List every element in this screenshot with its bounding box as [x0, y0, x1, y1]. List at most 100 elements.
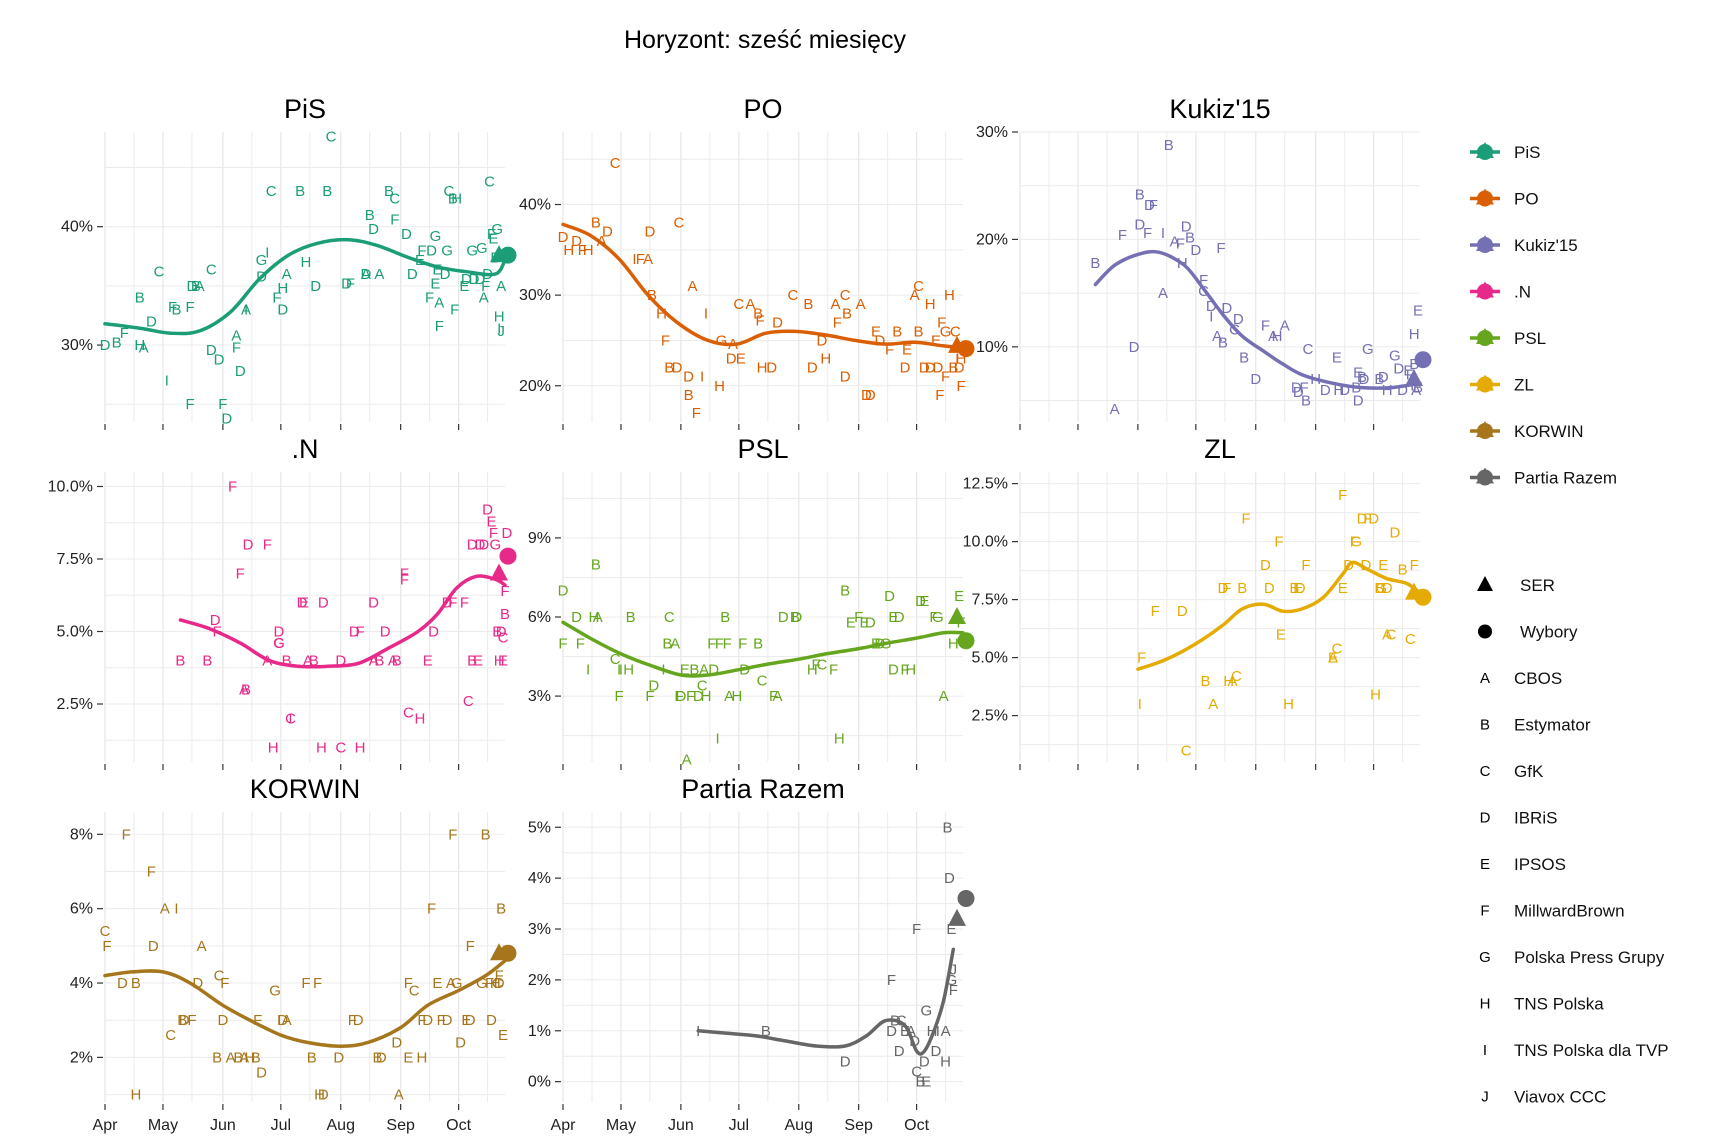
poll-point: G [466, 242, 478, 259]
x-tick-label: Aug [327, 1117, 355, 1134]
y-tick-label: 40% [61, 219, 93, 236]
poll-point: A [361, 266, 371, 283]
poll-point: F [723, 635, 732, 652]
poll-point: D [1357, 510, 1368, 527]
poll-point: B [1218, 335, 1228, 352]
legend-code: F [1480, 903, 1489, 920]
legend-party--n: .N [1470, 281, 1531, 302]
y-tick-label: 3% [528, 921, 551, 938]
poll-point: B [842, 305, 852, 322]
poll-point: G [946, 972, 958, 989]
poll-point: C [335, 740, 346, 757]
poll-point: F [885, 342, 894, 359]
panel-title: PO [743, 94, 782, 124]
poll-point: I [619, 662, 623, 679]
poll-point: D [148, 938, 159, 955]
poll-point: C [165, 1027, 176, 1044]
poll-point: H [714, 378, 725, 395]
poll-point: D [894, 609, 905, 626]
legend-marker-ser: SER [1477, 576, 1555, 595]
poll-point: B [720, 609, 730, 626]
poll-point: F [1176, 236, 1185, 253]
poll-point: B [626, 609, 636, 626]
y-tick-label: 6% [70, 901, 93, 918]
y-tick-label: 5.0% [972, 650, 1008, 667]
poll-point: A [1110, 401, 1120, 418]
poll-point: A [479, 290, 489, 307]
wybory-marker [957, 889, 975, 907]
poll-point: B [1413, 380, 1423, 397]
poll-point: F [346, 276, 355, 293]
poll-point: B [753, 305, 763, 322]
poll-point: B [1090, 255, 1100, 272]
poll-point: H [130, 1087, 141, 1104]
poll-point: A [388, 653, 398, 670]
poll-point: E [1332, 350, 1342, 367]
poll-point: D [886, 1023, 897, 1040]
poll-point: F [887, 972, 896, 989]
poll-point: E [473, 653, 483, 670]
poll-point: E [299, 595, 309, 612]
poll-point: A [394, 1087, 404, 1104]
poll-point: I [632, 251, 636, 268]
poll-point: E [423, 653, 433, 670]
poll-point: B [131, 975, 141, 992]
poll-point: D [277, 302, 288, 319]
x-tick-label: May [148, 1117, 178, 1134]
poll-point: D [467, 537, 478, 554]
poll-point: A [160, 901, 170, 918]
poll-point: G [932, 609, 944, 626]
poll-point: D [1206, 298, 1217, 315]
poll-point: D [932, 360, 943, 377]
poll-point: H [134, 337, 145, 354]
y-tick-label: 3% [528, 688, 551, 705]
poll-point: A [643, 251, 653, 268]
legend-code: C [1480, 763, 1491, 780]
poll-point: F [707, 635, 716, 652]
y-tick-label: 7.5% [972, 592, 1008, 609]
poll-point: B [1289, 580, 1299, 597]
poll-point: C [498, 629, 509, 646]
poll-point: F [487, 226, 496, 243]
poll-point: C [817, 656, 828, 673]
wybory-marker [957, 632, 975, 650]
poll-point: B [892, 323, 902, 340]
poll-point: F [263, 537, 272, 554]
trend-line [103, 958, 507, 1048]
poll-point: H [490, 975, 501, 992]
legend-code: B [1480, 717, 1490, 734]
wybory-marker [499, 944, 517, 962]
poll-point: D [360, 266, 371, 283]
poll-point: C [214, 968, 225, 985]
poll-point: E [888, 609, 898, 626]
poll-point: E [459, 278, 469, 295]
y-tick-label: 2.5% [57, 696, 93, 713]
poll-point: H [416, 1049, 427, 1066]
poll-point: B [191, 278, 201, 295]
poll-point: D [426, 242, 437, 259]
poll-point: D [1359, 371, 1370, 388]
poll-point: D [391, 1035, 402, 1052]
legend-label: GfK [1514, 762, 1544, 781]
poll-point: F [1242, 510, 1251, 527]
poll-point: F [301, 975, 310, 992]
poll-point: C [840, 287, 851, 304]
legend-code: J [1481, 1089, 1489, 1106]
poll-point: F [1350, 534, 1359, 551]
poll-point: C [409, 982, 420, 999]
poll-point: B [1374, 371, 1384, 388]
y-tick-label: 2% [528, 972, 551, 989]
poll-point: F [756, 313, 765, 330]
poll-point: D [919, 1053, 930, 1070]
poll-point: D [954, 360, 965, 377]
poll-point: D [442, 1012, 453, 1029]
poll-point: B [803, 296, 813, 313]
trend-line [561, 620, 965, 678]
poll-point: B [761, 1023, 771, 1040]
poll-point: C [697, 678, 708, 695]
poll-point: D [461, 271, 472, 288]
poll-point: E [498, 653, 508, 670]
legend-label: Viavox CCC [1514, 1088, 1606, 1107]
poll-point: F [1151, 603, 1160, 620]
y-tick-label: 10% [976, 339, 1008, 356]
